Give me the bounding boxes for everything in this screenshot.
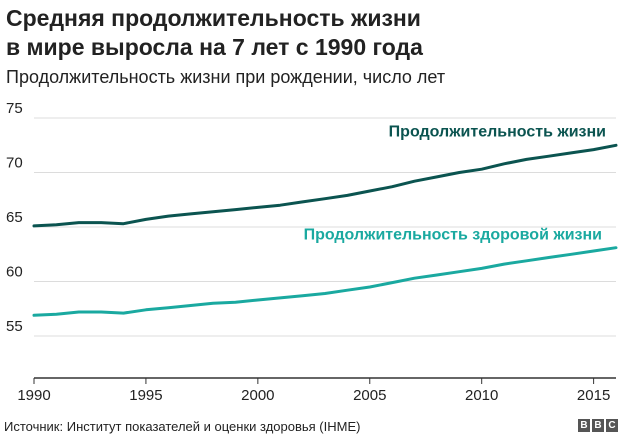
source-note: Источник: Институт показателей и оценки …: [4, 419, 361, 434]
bbc-logo: B B C: [578, 419, 618, 432]
bbc-logo-letter: B: [592, 419, 604, 432]
chart-subtitle: Продолжительность жизни при рождении, чи…: [6, 67, 446, 87]
chart-title: Средняя продолжительность жизни в мире в…: [6, 4, 618, 62]
series-line: [32, 143, 618, 228]
x-tick-label: 2015: [577, 387, 610, 404]
series-line: [32, 246, 618, 317]
y-tick-label: 65: [6, 209, 23, 226]
x-tick-label: 2010: [465, 387, 498, 404]
y-tick-label: 60: [6, 264, 23, 281]
bbc-logo-letter: C: [606, 419, 618, 432]
x-tick-label: 1990: [17, 387, 50, 404]
series-label: Продолжительность здоровой жизни: [304, 227, 602, 244]
x-tick-label: 1995: [129, 387, 162, 404]
y-tick-label: 70: [6, 155, 23, 172]
bbc-logo-letter: B: [578, 419, 590, 432]
x-tick-label: 2000: [241, 387, 274, 404]
series-label: Продолжительность жизни: [389, 123, 606, 140]
chart-title-line-1: Средняя продолжительность жизни: [6, 5, 421, 31]
y-tick-label: 75: [6, 100, 23, 117]
x-tick-label: 2005: [353, 387, 386, 404]
footer: Источник: Институт показателей и оценки …: [0, 414, 624, 438]
chart-title-line-2: в мире выросла на 7 лет с 1990 года: [6, 34, 423, 60]
y-tick-label: 55: [6, 318, 23, 335]
